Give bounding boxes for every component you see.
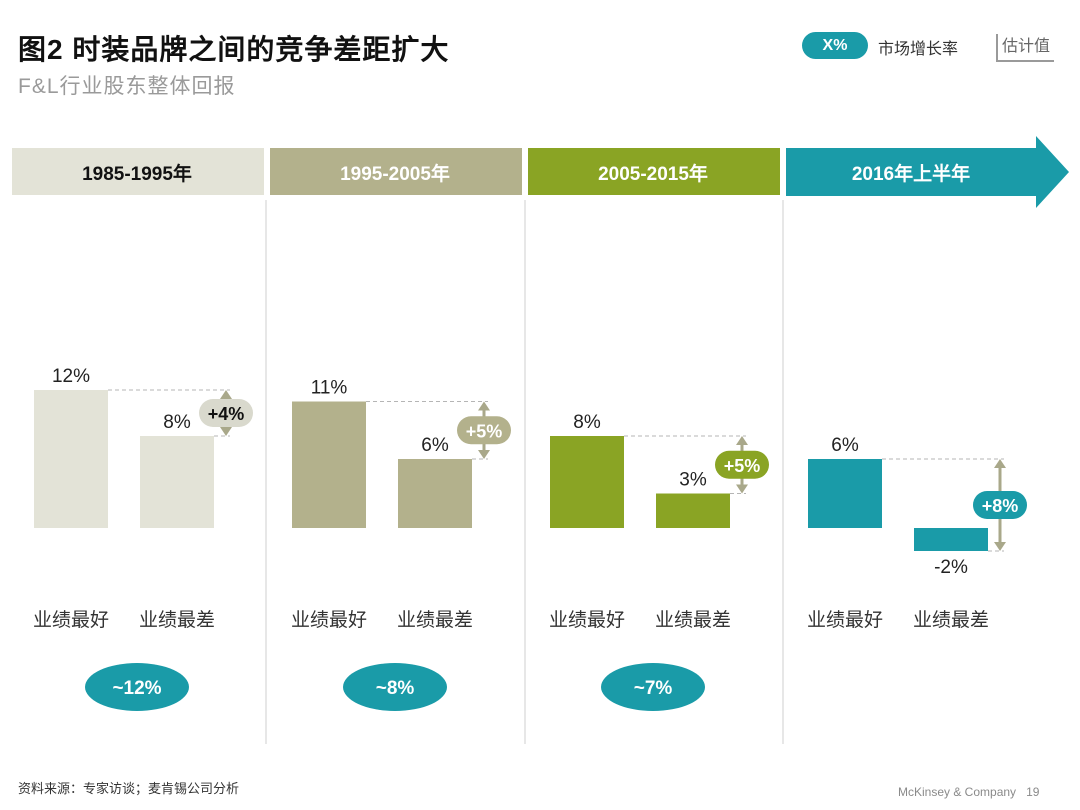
gap-arrow-head — [220, 390, 232, 399]
value-label: 8% — [163, 412, 191, 433]
source-note: 资料来源：专家访谈；麦肯锡公司分析 — [18, 781, 240, 796]
gap-arrow-head — [736, 484, 748, 494]
value-label: 12% — [52, 366, 90, 387]
legend: X% 市场增长率 估计值 — [802, 32, 1054, 62]
category-label: 业绩最差 — [913, 609, 989, 631]
value-label: -2% — [934, 557, 968, 578]
chart: 1985-1995年 12% 业绩最好 8% 业绩最差 +4% ~12% 1995-2005年… — [12, 136, 1069, 744]
period-header-arrow — [786, 136, 1069, 208]
page-title: 图2 时装品牌之间的竞争差距扩大 — [18, 34, 450, 65]
market-growth-ellipse — [601, 663, 705, 711]
bar — [292, 401, 366, 528]
market-growth-label: ~7% — [634, 678, 673, 699]
bar — [656, 493, 730, 528]
period-header — [12, 148, 264, 195]
value-label: 6% — [831, 435, 859, 456]
category-label: 业绩最好 — [291, 609, 367, 631]
gap-arrow-head — [220, 427, 232, 436]
gap-arrow-head — [478, 401, 490, 411]
page-number: 19 — [1026, 785, 1040, 799]
company-name: McKinsey & Company — [898, 785, 1017, 799]
gap-pill — [199, 399, 253, 427]
legend-estimate: 估计值 — [996, 34, 1054, 62]
gap-arrow-head — [736, 436, 748, 445]
gap-pill — [457, 416, 511, 445]
value-label: 8% — [573, 412, 601, 433]
gap-arrow-head — [994, 459, 1006, 468]
market-growth-label: ~12% — [112, 678, 161, 699]
period-label: 1985-1995年 — [82, 162, 192, 185]
market-growth-label: ~8% — [376, 678, 415, 699]
bar — [914, 528, 988, 551]
category-label: 业绩最差 — [139, 609, 215, 631]
gap-label: +8% — [982, 496, 1019, 516]
gap-label: +4% — [208, 404, 245, 424]
gap-label: +5% — [724, 456, 761, 476]
category-label: 业绩最差 — [397, 609, 473, 631]
gap-arrow-head — [478, 450, 490, 459]
bar — [140, 436, 214, 528]
period-label: 1995-2005年 — [340, 162, 450, 185]
bar — [34, 390, 108, 528]
category-label: 业绩最好 — [807, 609, 883, 631]
period-header — [528, 148, 780, 195]
gap-label: +5% — [466, 421, 503, 441]
gap-pill — [973, 491, 1027, 519]
category-label: 业绩最差 — [655, 609, 731, 631]
category-label: 业绩最好 — [33, 609, 109, 631]
value-label: 11% — [311, 378, 348, 399]
gap-pill — [715, 450, 769, 479]
bar — [398, 459, 472, 528]
period-header — [270, 148, 522, 195]
legend-pill: X% — [802, 32, 868, 59]
period-label: 2016年上半年 — [852, 162, 970, 185]
market-growth-ellipse — [85, 663, 189, 711]
footer-company: McKinsey & Company 19 — [898, 785, 1039, 799]
page-subtitle: F&L行业股东整体回报 — [18, 75, 236, 98]
value-label: 6% — [421, 435, 449, 456]
gap-arrow-head — [994, 542, 1006, 551]
legend-text: 市场增长率 — [878, 41, 959, 58]
value-label: 3% — [679, 470, 707, 491]
bar — [550, 436, 624, 528]
period-label: 2005-2015年 — [598, 162, 708, 185]
category-label: 业绩最好 — [549, 609, 625, 631]
bar — [808, 459, 882, 528]
market-growth-ellipse — [343, 663, 447, 711]
